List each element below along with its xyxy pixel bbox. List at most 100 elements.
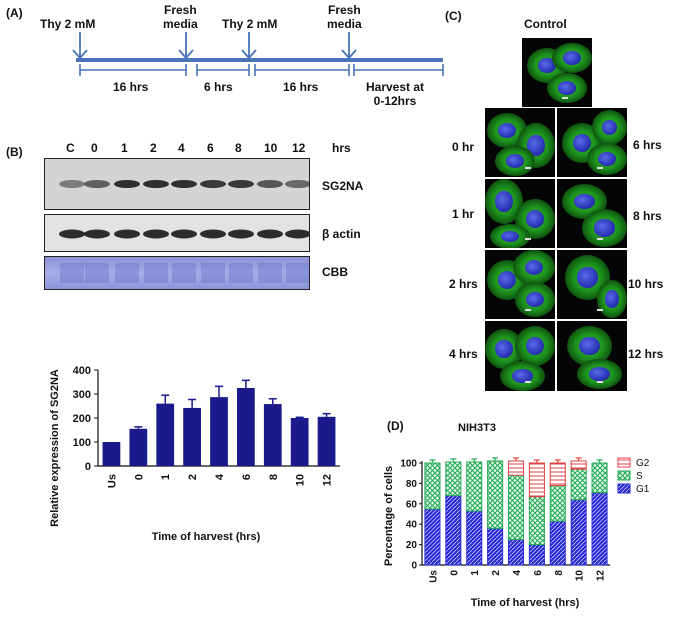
cbb-bands: [60, 263, 310, 283]
x-tick-label: 6: [241, 474, 253, 480]
time-label: 4 hrs: [449, 347, 478, 361]
bar-segment-g1: [424, 508, 441, 566]
micrograph: [484, 249, 556, 320]
sg2na-band: [143, 180, 169, 188]
micrograph: [484, 178, 556, 249]
blot-label: SG2NA: [322, 179, 364, 193]
bar-segment-s: [487, 460, 504, 529]
cbb-stain: [44, 256, 310, 290]
actin-blot: [44, 214, 311, 252]
cbb-lane: [201, 263, 225, 283]
y-tick-label: 100: [400, 459, 417, 470]
scale-bar: [525, 381, 531, 383]
x-tick-label: 4: [214, 473, 226, 480]
time-label: 2 hrs: [449, 277, 478, 291]
nucleus: [601, 119, 618, 136]
actin-bands: [59, 229, 311, 239]
event-arrow: [178, 32, 194, 60]
event-arrow: [241, 32, 257, 60]
micrograph: [484, 107, 556, 178]
nucleus: [526, 210, 544, 228]
bar-segment-g2: [549, 462, 566, 486]
cbb-lane: [229, 263, 253, 283]
duration-bracket: [196, 64, 250, 76]
legend-label: G2: [636, 458, 650, 469]
x-axis-label: Time of harvest (hrs): [152, 531, 261, 543]
cbb-lane: [115, 263, 139, 283]
bar: [102, 442, 121, 466]
sg2na-expression-chart: Relative expression of SG2NA Time of har…: [49, 365, 340, 543]
cbb-lane: [85, 263, 109, 283]
micrograph-control: [521, 37, 593, 108]
x-tick-label: 2: [187, 474, 199, 480]
scale-bar: [597, 309, 603, 311]
x-tick-label: Us: [428, 570, 439, 583]
bar-segment-g2: [507, 460, 525, 476]
scale-bar: [597, 381, 603, 383]
sg2na-band: [285, 180, 311, 188]
bar-segment-s: [549, 484, 566, 522]
nucleus: [495, 340, 513, 358]
nucleus: [498, 122, 516, 139]
cbb-lane: [144, 263, 168, 283]
x-tick-label: 2: [491, 570, 502, 576]
legend-swatch-g1: [617, 483, 631, 494]
chart-title: NIH3T3: [458, 422, 496, 434]
y-tick-label: 0: [85, 461, 91, 473]
bar-segment-s: [528, 496, 545, 546]
scale-bar: [562, 97, 568, 99]
x-tick-label: 1: [160, 474, 172, 480]
legend-label: S: [636, 471, 643, 482]
nucleus: [598, 151, 616, 167]
nucleus: [594, 219, 615, 237]
bar-segment-s: [591, 462, 608, 494]
micrograph: [556, 178, 628, 249]
duration-label: 16 hrs: [113, 80, 149, 94]
event-label: Thy 2 mM: [222, 17, 278, 31]
bar: [210, 397, 228, 466]
micrograph: [484, 320, 556, 392]
time-label: 0 hr: [452, 140, 475, 154]
scale-bar: [597, 238, 603, 240]
nucleus: [589, 367, 610, 381]
y-tick-label: 40: [406, 520, 418, 531]
duration-bracket: [353, 64, 444, 76]
nucleus: [495, 191, 513, 212]
duration-label: Harvest at 0-12hrs: [366, 80, 425, 108]
nucleus: [573, 134, 591, 152]
time-label: 1 hr: [452, 207, 475, 221]
bar-segment-s: [445, 461, 462, 497]
y-tick-label: 400: [73, 365, 91, 377]
control-label: Control: [524, 17, 567, 31]
bar-segment-g1: [570, 499, 587, 566]
x-tick-label: 12: [322, 474, 334, 486]
cell-cycle-chart: NIH3T3 Percentage of cells Time of harve…: [383, 422, 650, 609]
bar-segment-g1: [466, 510, 483, 566]
sg2na-band: [257, 180, 283, 188]
lane-label: 4: [178, 141, 185, 155]
cbb-lane: [286, 263, 310, 283]
time-label: 8 hrs: [633, 209, 662, 223]
legend-swatch-s: [617, 470, 631, 481]
actin-band: [59, 229, 85, 239]
y-tick-label: 60: [406, 499, 418, 510]
x-tick-label: 8: [268, 474, 280, 480]
y-tick-label: 100: [73, 437, 91, 449]
x-tick-label: 8: [554, 570, 565, 576]
actin-band: [285, 229, 311, 239]
blot-label: CBB: [322, 265, 348, 279]
lane-label: 8: [235, 141, 242, 155]
lane-label: 2: [150, 141, 157, 155]
x-tick-label: 4: [512, 570, 523, 576]
panel-c-tag: (C): [445, 9, 462, 23]
sg2na-blot: [44, 158, 311, 210]
micrograph: [556, 107, 628, 178]
actin-band: [257, 229, 283, 239]
nucleus: [579, 337, 600, 355]
lane-label: C: [66, 141, 75, 155]
sg2na-band: [114, 180, 140, 188]
actin-band: [228, 229, 254, 239]
nucleus: [498, 271, 516, 289]
bar: [317, 416, 336, 466]
